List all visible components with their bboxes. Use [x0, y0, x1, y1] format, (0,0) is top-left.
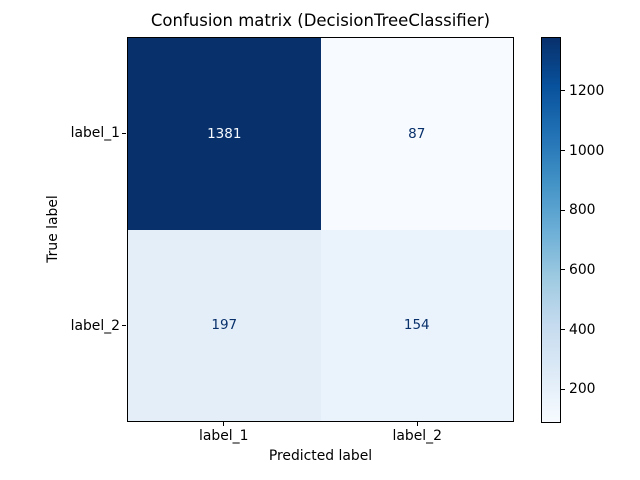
y-tick-label: label_1	[70, 125, 120, 142]
x-tick-mark	[416, 422, 418, 426]
colorbar-tick-label: 400	[569, 321, 596, 338]
colorbar-tick-mark	[561, 269, 565, 271]
matrix-cell-label_2-label_2: 154	[320, 229, 513, 421]
y-tick-mark	[122, 132, 126, 134]
colorbar-tick-label: 1200	[569, 82, 605, 99]
colorbar-tick-label: 800	[569, 202, 596, 219]
chart-title: Confusion matrix (DecisionTreeClassifier…	[150, 11, 491, 30]
colorbar-tick-label: 600	[569, 261, 596, 278]
matrix-cell-label_2-label_1: 197	[128, 229, 321, 421]
colorbar-tick-label: 200	[569, 381, 596, 398]
colorbar	[541, 37, 561, 423]
colorbar-tick-mark	[561, 150, 565, 152]
x-axis-label: Predicted label	[268, 448, 373, 464]
matrix-cell-label_1-label_1: 1381	[128, 38, 321, 230]
matrix-cell-label_1-label_2: 87	[320, 38, 513, 230]
y-axis-label: True label	[45, 195, 61, 263]
heatmap-plot-area: 1381 87 197 154	[127, 37, 514, 422]
colorbar-tick-mark	[561, 329, 565, 331]
y-tick-mark	[122, 325, 126, 327]
y-tick-label: label_2	[70, 317, 120, 334]
colorbar-tick-label: 1000	[569, 142, 605, 159]
x-tick-label: label_1	[199, 428, 249, 444]
colorbar-tick-mark	[561, 209, 565, 211]
x-tick-label: label_2	[392, 428, 442, 444]
x-tick-mark	[223, 422, 225, 426]
colorbar-tick-mark	[561, 388, 565, 390]
colorbar-tick-mark	[561, 90, 565, 92]
